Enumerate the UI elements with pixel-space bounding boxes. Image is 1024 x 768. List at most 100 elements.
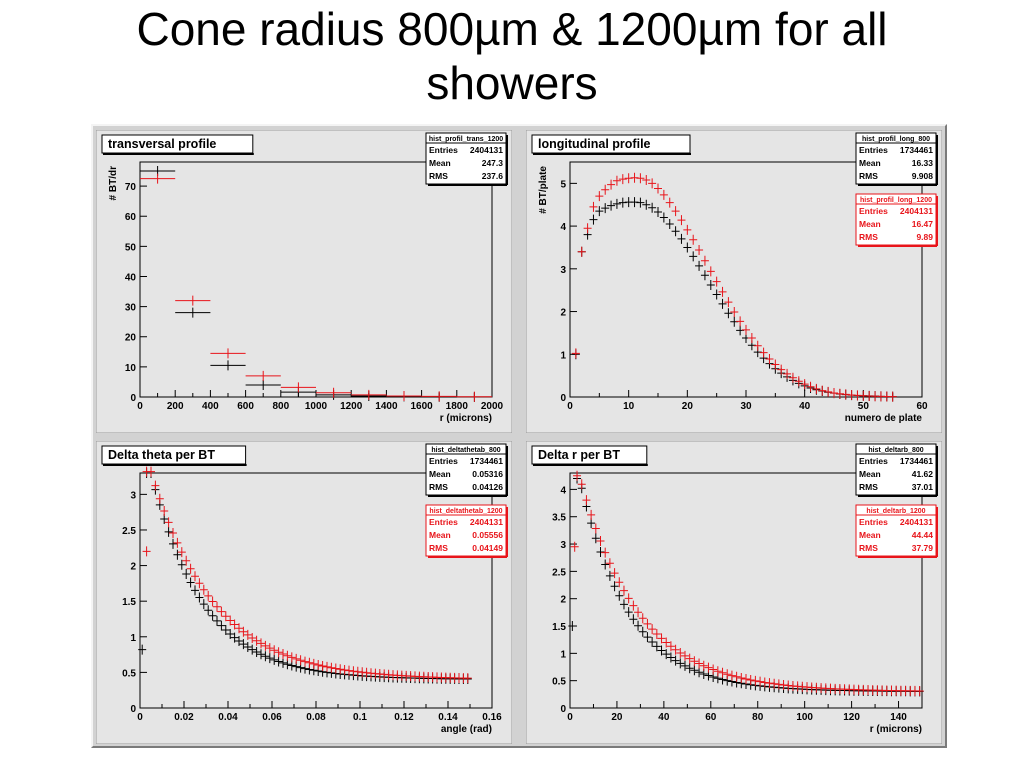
data-point <box>706 280 715 291</box>
y-tick-label: 2 <box>560 595 566 606</box>
x-tick-label: 120 <box>843 712 860 723</box>
data-point <box>736 316 745 327</box>
data-point <box>695 245 704 256</box>
data-point <box>683 224 692 235</box>
data-point <box>239 639 248 650</box>
data-point <box>169 538 177 549</box>
chart-title: longitudinal profile <box>538 137 651 151</box>
stats-value: 247.3 <box>482 158 504 168</box>
stats-value: 2404131 <box>470 517 503 527</box>
series-hist_deltarb_1200 <box>570 470 924 696</box>
x-tick-label: 60 <box>916 401 928 412</box>
data-point <box>718 298 727 309</box>
stats-box-hist_profil_long_1200: hist_profil_long_1200 Entries 2404131 Mean 1… <box>855 193 938 247</box>
data-point <box>274 656 283 667</box>
data-point <box>175 295 211 306</box>
y-tick-label: 3 <box>560 540 566 551</box>
data-point <box>700 270 709 281</box>
data-point <box>753 340 762 351</box>
data-point <box>671 655 680 666</box>
data-point <box>316 387 352 398</box>
x-tick-label: 1600 <box>410 401 433 412</box>
x-axis-title: angle (rad) <box>441 724 492 735</box>
stats-box-name: hist_deltathetab_1200 <box>429 508 502 515</box>
data-point <box>648 178 657 189</box>
stats-label: Mean <box>859 530 881 540</box>
data-point <box>760 677 769 688</box>
data-point <box>336 664 345 675</box>
data-point <box>182 555 191 566</box>
data-point <box>742 324 750 335</box>
y-tick-label: 4 <box>560 485 566 496</box>
data-point <box>279 649 287 660</box>
data-point <box>915 685 924 696</box>
data-point <box>177 559 186 570</box>
data-point <box>265 643 274 654</box>
data-point <box>642 199 651 210</box>
data-point <box>577 246 586 257</box>
data-point <box>142 546 151 557</box>
data-point <box>605 570 614 581</box>
data-point <box>221 611 230 622</box>
chart-title: Delta r per BT <box>538 448 620 462</box>
stats-box-hist_deltathetab_800: hist_deltathetab_800 Entries 1734461 Mean 0.… <box>425 443 508 497</box>
data-point <box>204 605 213 616</box>
x-tick-label: 20 <box>682 401 694 412</box>
data-point <box>601 547 610 558</box>
data-point <box>186 563 195 574</box>
stats-value: 2404131 <box>470 145 503 155</box>
data-point <box>690 665 699 676</box>
y-axis-title: # BT/dr <box>108 166 119 201</box>
data-point <box>654 183 662 194</box>
data-point <box>713 666 722 677</box>
stats-box-frame <box>855 443 937 496</box>
data-point <box>619 599 628 610</box>
data-point <box>314 659 323 670</box>
data-point <box>643 618 652 629</box>
data-point <box>261 651 270 662</box>
x-tick-label: 140 <box>890 712 907 723</box>
data-point <box>712 289 721 300</box>
stats-label: RMS <box>429 171 448 181</box>
data-point <box>652 628 661 639</box>
data-point <box>812 383 821 394</box>
data-point <box>724 297 733 308</box>
x-tick-label: 0 <box>567 712 573 723</box>
data-point <box>888 391 897 402</box>
data-point <box>615 590 624 601</box>
x-tick-label: 0.16 <box>482 712 502 723</box>
data-point <box>690 656 699 667</box>
data-point <box>283 659 292 670</box>
stats-label: RMS <box>859 171 878 181</box>
stats-box-frame <box>425 504 507 557</box>
x-tick-label: 0 <box>137 401 143 412</box>
data-point <box>666 641 675 652</box>
data-point <box>742 673 750 684</box>
data-point <box>199 599 208 610</box>
stats-box-name: hist_profil_long_1200 <box>860 197 932 204</box>
data-point <box>591 533 600 544</box>
data-point <box>353 666 362 677</box>
data-point <box>783 368 792 379</box>
data-point <box>345 665 353 676</box>
stats-box-name: hist_deltarb_800 <box>868 447 923 454</box>
stats-value: 0.04126 <box>472 482 503 492</box>
data-point <box>323 661 331 672</box>
stats-box-name: hist_deltathetab_800 <box>431 447 500 454</box>
stats-value: 9.89 <box>916 232 933 242</box>
stats-label: Entries <box>429 517 458 527</box>
data-point <box>676 658 685 669</box>
y-tick-label: 60 <box>125 212 137 223</box>
data-point <box>730 306 739 317</box>
x-tick-label: 0 <box>137 712 143 723</box>
x-tick-label: 0.14 <box>438 712 458 723</box>
x-tick-label: 20 <box>611 712 623 723</box>
x-tick-label: 2000 <box>481 401 504 412</box>
data-point <box>340 664 349 675</box>
data-point <box>587 509 596 520</box>
data-point <box>699 660 708 671</box>
y-tick-label: 3 <box>130 490 136 501</box>
y-tick-label: 2.5 <box>122 526 136 537</box>
data-point <box>195 592 204 603</box>
y-tick-label: 0.5 <box>552 677 566 688</box>
